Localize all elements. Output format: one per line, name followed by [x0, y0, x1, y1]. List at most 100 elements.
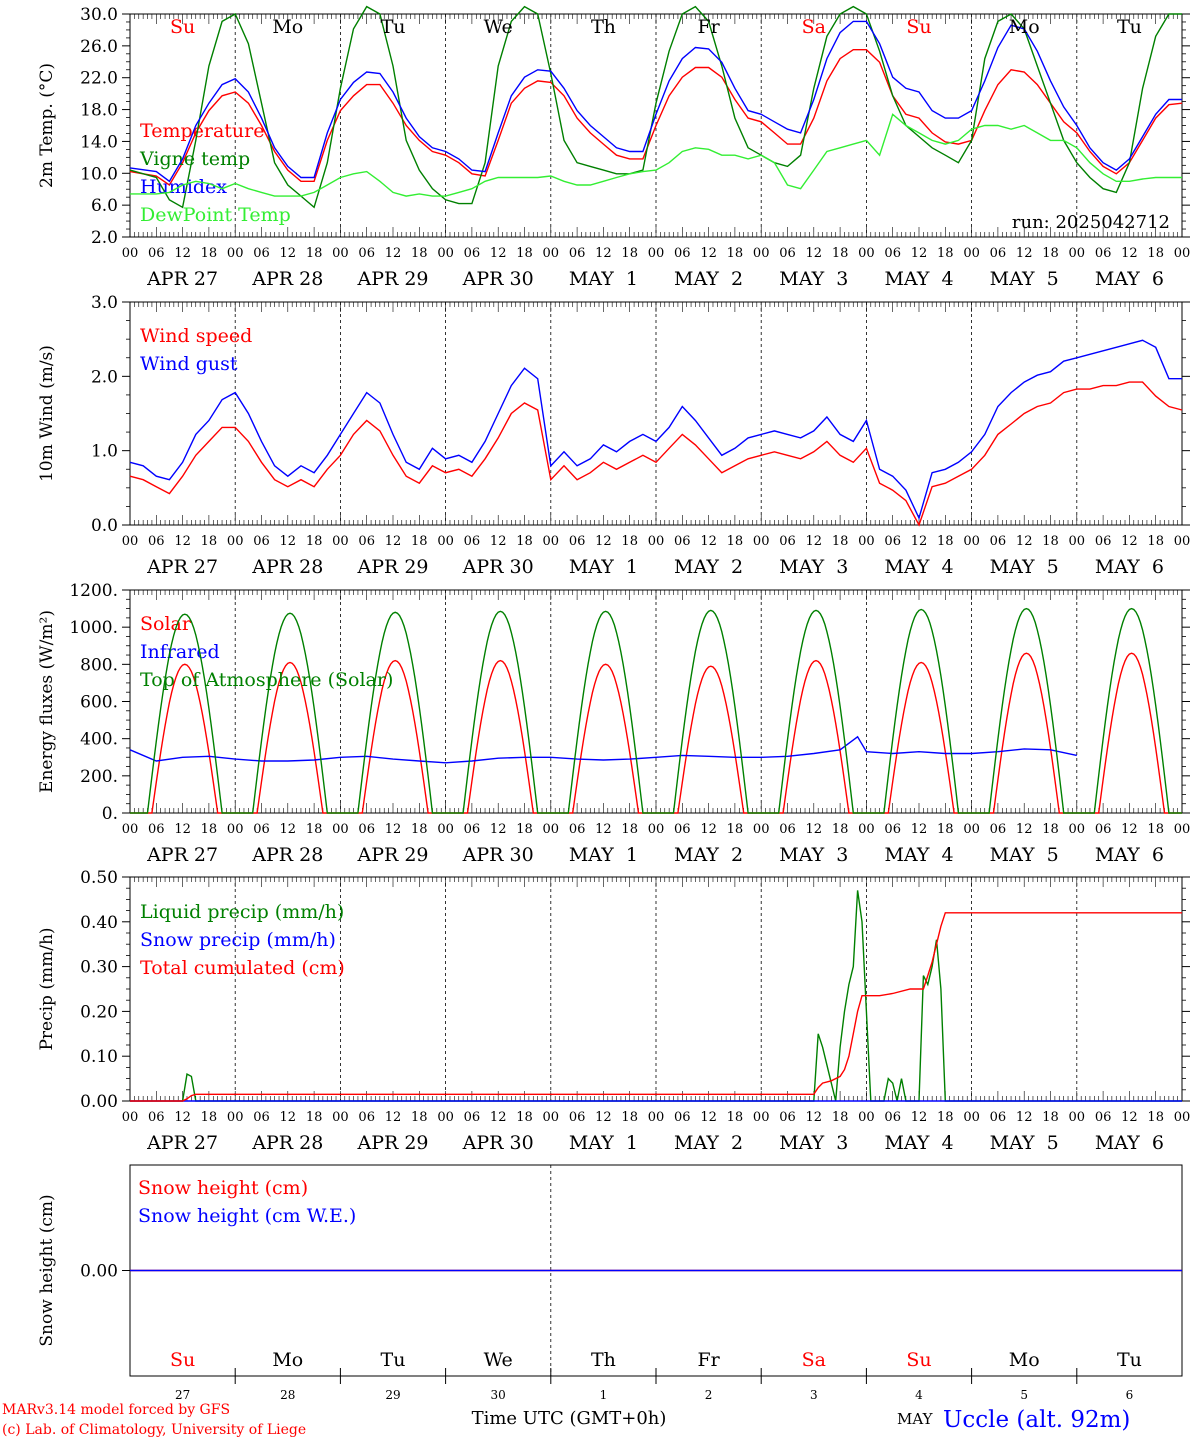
hour-tick-label: 18: [1042, 534, 1059, 549]
hour-tick-label: 00: [753, 534, 770, 549]
date-label: MAY 2: [674, 268, 743, 290]
hour-tick-label: 12: [700, 822, 717, 837]
hour-tick-label: 06: [1095, 1110, 1112, 1125]
panel-2: 0.0 1.0 2.0 3.0 10m Wind (m/s) Wind speed Wind…: [37, 293, 1190, 578]
hour-tick-label: 00: [1174, 822, 1191, 837]
series-line-temperature: [129, 49, 1183, 187]
hour-tick-label: 00: [1174, 1110, 1191, 1125]
legend-entry: Solar: [140, 613, 192, 635]
y-tick-label: 14.0: [80, 132, 118, 152]
hour-tick-label: 00: [753, 1110, 770, 1125]
hour-tick-label: 18: [1147, 1110, 1164, 1125]
hour-tick-label: 06: [884, 1110, 901, 1125]
hour-tick-label: 18: [832, 822, 849, 837]
weekday-label: Su: [170, 1349, 195, 1371]
weekday-label: We: [484, 1349, 513, 1371]
x-axis-label: Time UTC (GMT+0h): [472, 1408, 667, 1429]
hour-tick-label: 12: [595, 822, 612, 837]
y-tick-label: 0.40: [80, 913, 118, 933]
y-axis-label: Precip (mm/h): [37, 927, 57, 1050]
hour-tick-label: 18: [411, 246, 428, 261]
hour-tick-label: 00: [227, 1110, 244, 1125]
hour-tick-label: 00: [1174, 534, 1191, 549]
hour-tick-label: 12: [174, 1110, 191, 1125]
weekday-label: Th: [591, 16, 616, 38]
hour-tick-label: 00: [963, 246, 980, 261]
hour-tick-label: 18: [516, 534, 533, 549]
hour-tick-label: 06: [358, 534, 375, 549]
date-label: MAY 6: [1095, 268, 1164, 290]
hour-tick-label: 06: [148, 1110, 165, 1125]
hour-tick-label: 12: [490, 1110, 507, 1125]
hour-tick-label: 06: [1095, 534, 1112, 549]
hour-tick-label: 06: [674, 246, 691, 261]
hour-tick-label: 06: [569, 822, 586, 837]
date-label: APR 27: [146, 268, 218, 290]
hour-tick-label: 12: [1121, 246, 1138, 261]
hour-tick-label: 18: [832, 534, 849, 549]
hour-tick-label: 18: [832, 1110, 849, 1125]
y-tick-label: 0.: [102, 804, 118, 824]
hour-tick-label: 18: [937, 822, 954, 837]
legend-entry: Top of Atmosphere (Solar): [140, 669, 393, 691]
date-label: APR 30: [462, 268, 534, 290]
hour-tick-label: 00: [437, 822, 454, 837]
date-label: APR 30: [462, 556, 534, 578]
weekday-label: Tu: [381, 16, 406, 38]
hour-tick-label: 06: [779, 246, 796, 261]
hour-tick-label: 12: [1016, 1110, 1033, 1125]
date-label: APR 29: [356, 268, 428, 290]
hour-tick-label: 12: [1121, 1110, 1138, 1125]
hour-tick-label: 12: [806, 1110, 823, 1125]
hour-tick-label: 12: [595, 246, 612, 261]
legend-entry: Vigne temp: [139, 148, 250, 170]
hour-tick-label: 00: [437, 1110, 454, 1125]
y-tick-label: 3.0: [91, 293, 118, 313]
hour-tick-label: 12: [490, 246, 507, 261]
hour-tick-label: 06: [990, 1110, 1007, 1125]
hour-tick-label: 12: [1121, 534, 1138, 549]
hour-tick-label: 18: [1147, 534, 1164, 549]
hour-tick-label: 06: [253, 822, 270, 837]
hour-tick-label: 18: [1147, 822, 1164, 837]
weekday-label: Sa: [802, 16, 826, 38]
y-tick-label: 1.0: [91, 442, 118, 462]
legend-entry: Humidex: [140, 176, 227, 198]
y-tick-label: 26.0: [80, 37, 118, 57]
date-label: APR 28: [251, 844, 323, 866]
day-number-label: 3: [810, 1388, 818, 1402]
y-tick-label: 6.0: [91, 196, 118, 216]
hour-tick-label: 12: [385, 246, 402, 261]
weekday-label: Sa: [802, 1349, 826, 1371]
hour-tick-label: 18: [201, 822, 218, 837]
hour-tick-label: 00: [543, 534, 560, 549]
weekday-label: Mo: [272, 1349, 303, 1371]
hour-tick-label: 00: [543, 1110, 560, 1125]
date-label: MAY 4: [884, 844, 953, 866]
hour-tick-label: 00: [963, 1110, 980, 1125]
date-label: MAY 1: [569, 1132, 638, 1154]
hour-tick-label: 00: [122, 1110, 139, 1125]
hour-tick-label: 06: [779, 822, 796, 837]
panel-1: 2.0 6.0 10.0 14.0 18.0 22.0 26.0 30.0 2m Temp. (…: [37, 5, 1190, 290]
hour-tick-label: 00: [122, 246, 139, 261]
date-label: APR 30: [462, 1132, 534, 1154]
date-label: MAY 3: [779, 268, 848, 290]
panel-5: 0.00 Snow height (cm) Snow height (cm) Snow…: [37, 1164, 1183, 1402]
hour-tick-label: 06: [990, 534, 1007, 549]
hour-tick-label: 12: [1016, 534, 1033, 549]
weekday-label: Mo: [1009, 1349, 1040, 1371]
y-axis-label: 2m Temp. (°C): [37, 63, 57, 188]
date-label: MAY 4: [884, 556, 953, 578]
hour-tick-label: 00: [543, 822, 560, 837]
y-tick-label: 0.10: [80, 1047, 118, 1067]
series-line-top-of-atmosphere-solar: [130, 607, 1182, 814]
hour-tick-label: 18: [306, 246, 323, 261]
hour-tick-label: 18: [1042, 1110, 1059, 1125]
hour-tick-label: 18: [201, 534, 218, 549]
date-label: MAY 5: [990, 268, 1059, 290]
hour-tick-label: 00: [227, 822, 244, 837]
date-label: APR 28: [251, 268, 323, 290]
credit-line: MARv3.14 model forced by GFS: [2, 1402, 230, 1418]
hour-tick-label: 12: [1016, 246, 1033, 261]
